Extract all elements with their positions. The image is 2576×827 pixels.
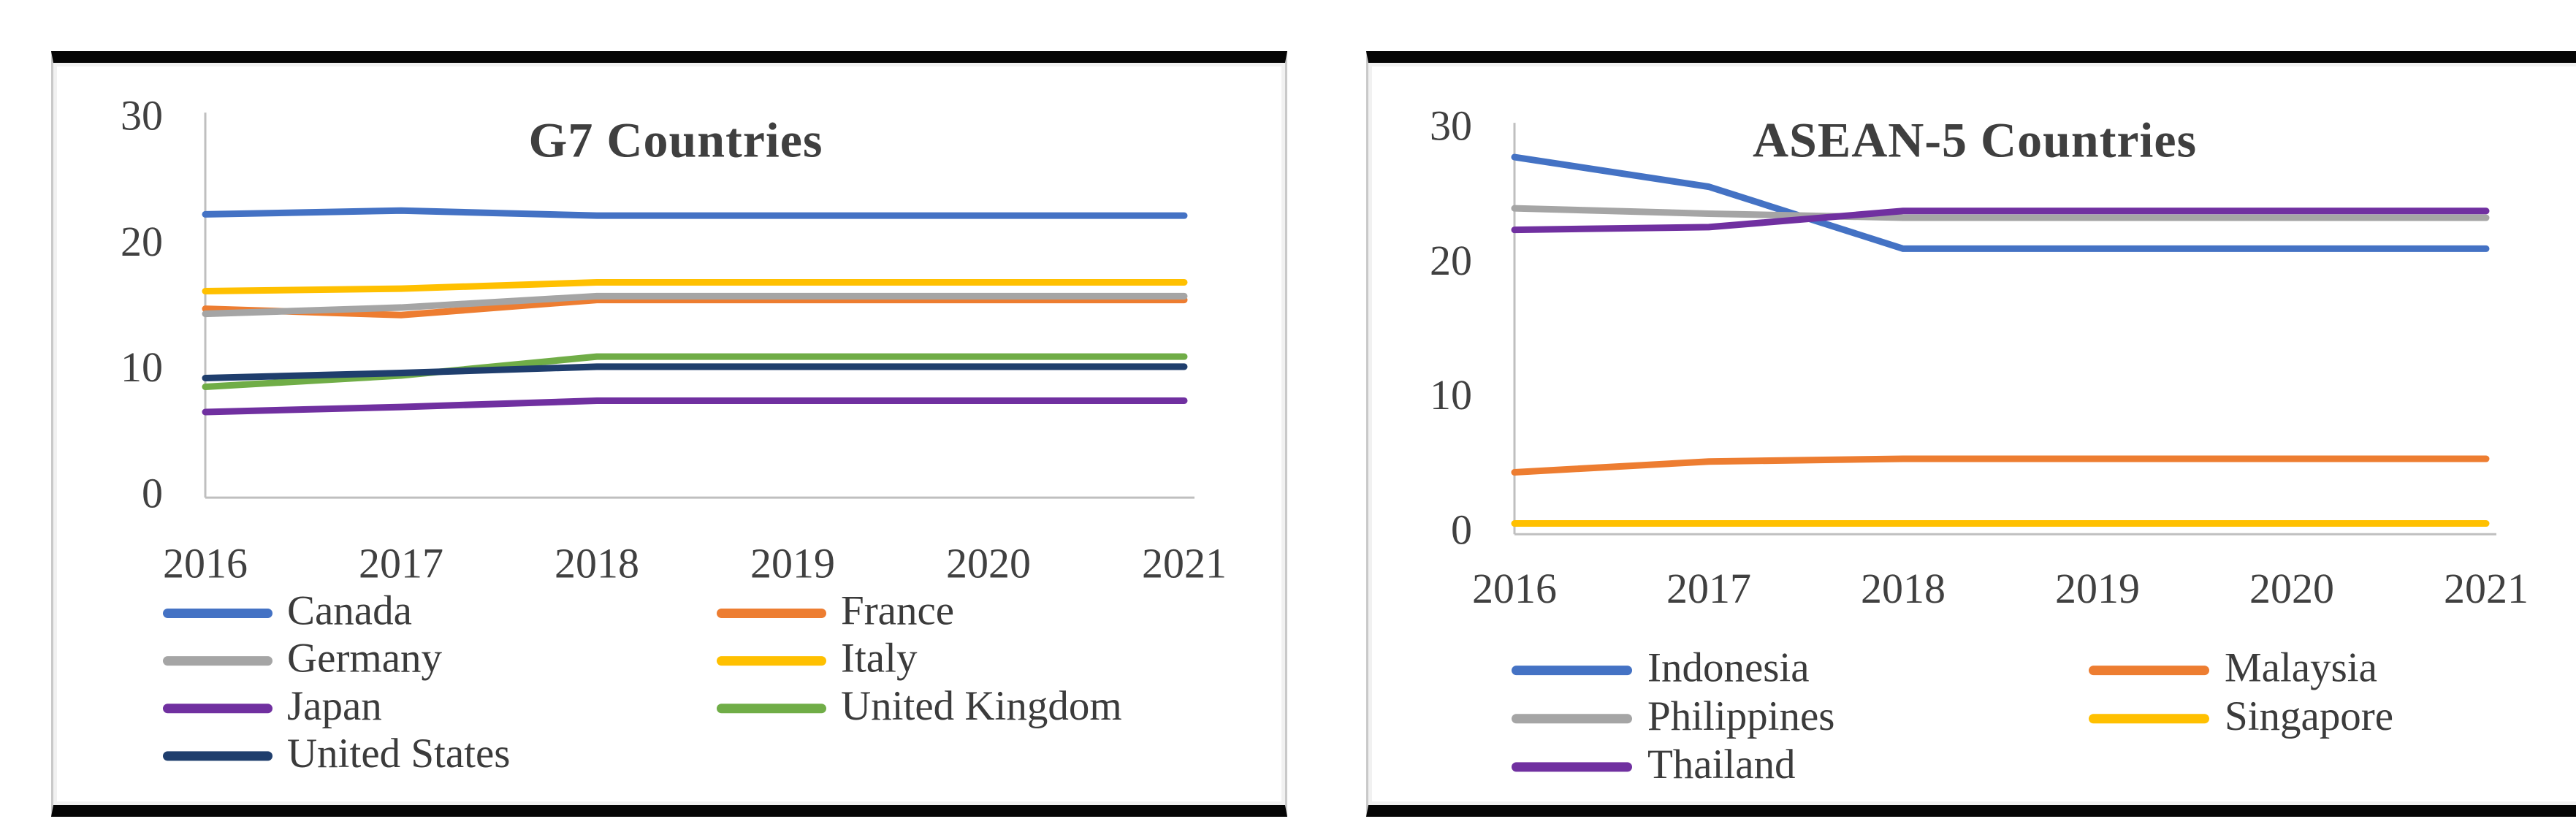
g7-chart-panel: G7 Countries 30 20 10 0 2016 2017 2018 2019 2020 2… [51, 51, 1287, 817]
legend-swatch-united-states [163, 751, 273, 761]
y-axis-tick-label: 10 [121, 343, 163, 391]
legend-swatch-singapore [2089, 714, 2209, 724]
series-line-malaysia [1511, 455, 2490, 476]
x-axis-tick-label: 2019 [2055, 565, 2140, 612]
y-axis-tick-label: 30 [121, 91, 163, 139]
legend-label-italy: Italy [841, 636, 918, 682]
y-axis-tick-label: 20 [1430, 237, 1472, 284]
legend-label-germany: Germany [287, 636, 443, 682]
chart-title: G7 Countries [529, 112, 823, 167]
series-line-germany [202, 292, 1188, 318]
y-axis-tick-label: 0 [1451, 506, 1472, 554]
legend-label-philippines: Philippines [1647, 693, 1834, 739]
x-axis-tick-label: 2017 [359, 540, 443, 587]
x-axis-tick-label: 2020 [946, 540, 1031, 587]
series-line-indonesia [1511, 153, 2490, 252]
legend-label-indonesia: Indonesia [1647, 645, 1810, 691]
legend-label-singapore: Singapore [2225, 693, 2393, 739]
x-axis-tick-label: 2018 [555, 540, 639, 587]
legend-swatch-united-kingdom [717, 704, 826, 714]
legend-swatch-canada [163, 608, 273, 618]
series-line-japan [202, 397, 1188, 416]
series-line-italy [202, 278, 1188, 295]
legend-swatch-italy [717, 656, 826, 666]
legend-label-france: France [841, 588, 954, 634]
x-axis-tick-label: 2019 [750, 540, 835, 587]
x-axis-tick-label: 2016 [1472, 565, 1557, 612]
x-axis-tick-label: 2020 [2249, 565, 2334, 612]
y-axis-tick-label: 20 [121, 218, 163, 265]
legend-swatch-thailand [1512, 762, 1632, 772]
legend-label-thailand: Thailand [1647, 742, 1796, 788]
series-line-philippines [1511, 205, 2490, 221]
y-axis-tick-label: 0 [142, 469, 163, 517]
series-line-thailand [1511, 207, 2490, 234]
legend-swatch-malaysia [2089, 666, 2209, 676]
legend-swatch-indonesia [1512, 666, 1632, 676]
x-axis-tick-label: 2021 [2444, 565, 2529, 612]
x-axis-tick-label: 2021 [1142, 540, 1227, 587]
legend-label-japan: Japan [287, 683, 382, 729]
series-line-canada [202, 207, 1188, 219]
x-axis-tick-label: 2018 [1861, 565, 1946, 612]
y-axis-tick-label: 10 [1430, 371, 1472, 419]
legend-swatch-germany [163, 656, 273, 666]
legend-label-united-states: United States [287, 731, 510, 777]
legend-swatch-japan [163, 704, 273, 714]
x-axis-tick-label: 2017 [1666, 565, 1751, 612]
legend-label-malaysia: Malaysia [2225, 645, 2377, 691]
legend-label-canada: Canada [287, 588, 412, 634]
legend-swatch-philippines [1512, 714, 1632, 724]
legend-swatch-france [717, 608, 826, 618]
series-line-france [202, 297, 1188, 319]
asean5-chart-panel: ASEAN-5 Countries 30 20 10 0 2016 2017 2018 2019… [1366, 51, 2576, 817]
series-line-united-states [202, 363, 1188, 381]
series-line-united-kingdom [202, 353, 1188, 391]
chart-title: ASEAN-5 Countries [1753, 112, 2197, 167]
x-axis-tick-label: 2016 [163, 540, 248, 587]
y-axis-tick-label: 30 [1430, 102, 1472, 149]
legend-label-united-kingdom: United Kingdom [841, 683, 1122, 729]
